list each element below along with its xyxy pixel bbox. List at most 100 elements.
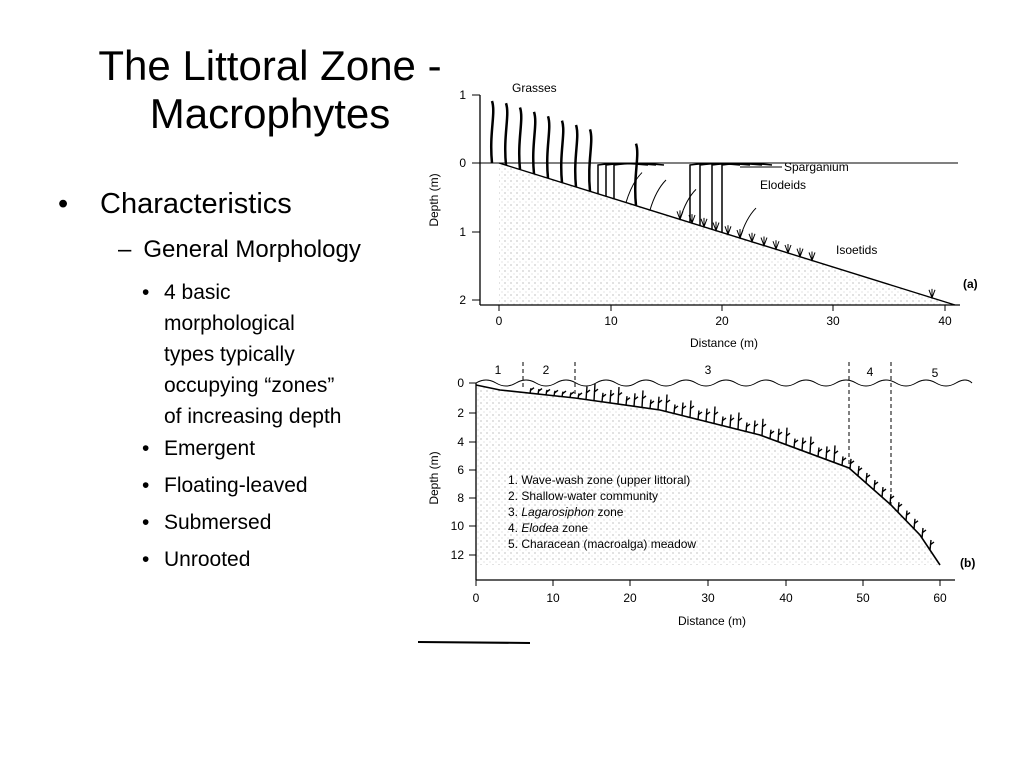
submerged-plant <box>689 400 695 418</box>
zone-number: 5 <box>932 366 939 380</box>
isoetid-plant <box>760 236 768 247</box>
submerged-plant <box>617 387 623 405</box>
plant-label: Elodeids <box>760 178 806 192</box>
submerged-plant <box>913 518 919 529</box>
x-tick-label: 40 <box>938 314 952 328</box>
isoetid-plant <box>736 229 744 240</box>
isoetid-plant <box>772 240 780 251</box>
bullet-text: General Morphology <box>143 236 361 263</box>
bullet-dot: • <box>142 437 150 460</box>
y-tick-label: 2 <box>457 406 464 420</box>
bullet-level-3: • 4 basic morphological types typically … <box>142 277 341 432</box>
sparganium-plant <box>689 162 741 223</box>
isoetid-plant <box>796 247 804 259</box>
submerged-plant <box>873 479 879 491</box>
x-tick-label: 20 <box>623 591 637 605</box>
elodeid-plant <box>649 179 667 211</box>
legend-italic: Lagarosiphon <box>521 505 594 519</box>
submerged-plant <box>865 472 871 484</box>
submerged-plant <box>553 389 559 396</box>
grass-plant <box>532 111 537 175</box>
submerged-plant <box>833 445 839 463</box>
y-tick-label: 0 <box>457 376 464 390</box>
x-tick-label: 0 <box>496 314 503 328</box>
y-axis-label: Depth (m) <box>427 173 441 226</box>
submerged-plant <box>529 387 535 394</box>
isoetid-plant <box>784 243 792 255</box>
bullet-dot: • <box>142 281 150 304</box>
grass-plant <box>504 102 509 166</box>
submerged-plant <box>713 406 719 424</box>
submerged-plant <box>857 465 863 476</box>
x-tick-label: 60 <box>933 591 947 605</box>
sparganium-plant <box>721 162 773 233</box>
zone-number: 3 <box>705 363 712 377</box>
zone-number: 1 <box>495 363 502 377</box>
bullet-text: Floating-leaved <box>164 474 308 497</box>
bullet-line: morphological <box>164 312 295 335</box>
grass-plant <box>588 128 593 192</box>
isoetid-plant <box>712 221 720 232</box>
submerged-plant <box>641 390 647 408</box>
title-line: Macrophytes <box>149 90 391 137</box>
x-tick-label: 50 <box>856 591 870 605</box>
submerged-plant <box>841 456 847 466</box>
x-tick-label: 30 <box>826 314 840 328</box>
submerged-plant <box>625 396 631 406</box>
title-line: The Littoral Zone - <box>98 42 442 89</box>
water-surface <box>475 379 973 387</box>
submerged-plant <box>721 416 727 426</box>
grass-plant <box>574 124 579 188</box>
zone-number: 2 <box>543 363 550 377</box>
bullet-level-3: • Floating-leaved <box>142 470 308 501</box>
x-tick-label: 20 <box>715 314 729 328</box>
x-axis-label: Distance (m) <box>678 614 746 628</box>
submerged-plant <box>577 392 583 399</box>
submerged-plant <box>585 386 591 400</box>
submerged-plant <box>793 438 799 448</box>
legend-item: 1. Wave-wash zone (upper littoral) <box>508 473 690 487</box>
scan-artifact <box>417 641 531 644</box>
submerged-plant <box>657 396 663 410</box>
slide-title: The Littoral Zone - Macrophytes <box>60 42 480 138</box>
submerged-plant <box>761 418 767 436</box>
bullet-line: types typically <box>164 343 295 366</box>
bullet-dot: • <box>142 474 150 497</box>
y-tick-label: 4 <box>457 435 464 449</box>
submerged-plant <box>593 383 599 401</box>
legend-item: 3. Lagarosiphon zone <box>508 505 624 519</box>
x-axis-label: Distance (m) <box>690 336 758 350</box>
bullet-text: Submersed <box>164 511 272 534</box>
submerged-plant <box>537 387 543 395</box>
panel-tag: (a) <box>963 277 978 291</box>
submerged-plant <box>665 394 671 412</box>
bullet-dot: • <box>142 548 150 571</box>
elodeid-plant <box>625 172 643 203</box>
isoetid-plant <box>724 225 732 236</box>
panel-tag: (b) <box>960 556 975 570</box>
bullet-text: Emergent <box>164 437 256 460</box>
submerged-plant <box>649 399 655 409</box>
submerged-plant <box>673 404 679 414</box>
legend-item: 5. Characean (macroalga) meadow <box>508 537 696 551</box>
grass-plant <box>518 107 523 170</box>
submerged-plant <box>737 412 743 430</box>
submerged-plant <box>601 392 607 402</box>
bullet-line: occupying “zones” <box>164 374 335 397</box>
x-tick-label: 0 <box>473 591 480 605</box>
x-tick-label: 40 <box>779 591 793 605</box>
isoetid-plant <box>700 217 708 229</box>
legend-item: 2. Shallow-water community <box>508 489 658 503</box>
isoetid-plant <box>928 288 936 300</box>
y-tick-label: 8 <box>457 491 464 505</box>
grass-plant <box>546 115 551 179</box>
elodeid-plant <box>679 189 697 220</box>
isoetid-plant <box>808 251 816 262</box>
y-tick-label: 6 <box>457 463 464 477</box>
submerged-plant <box>681 402 687 416</box>
submerged-plant <box>697 410 703 420</box>
submerged-plant <box>609 389 615 403</box>
legend-item: 4. Elodea zone <box>508 521 588 535</box>
y-tick-label: 0 <box>459 156 466 170</box>
